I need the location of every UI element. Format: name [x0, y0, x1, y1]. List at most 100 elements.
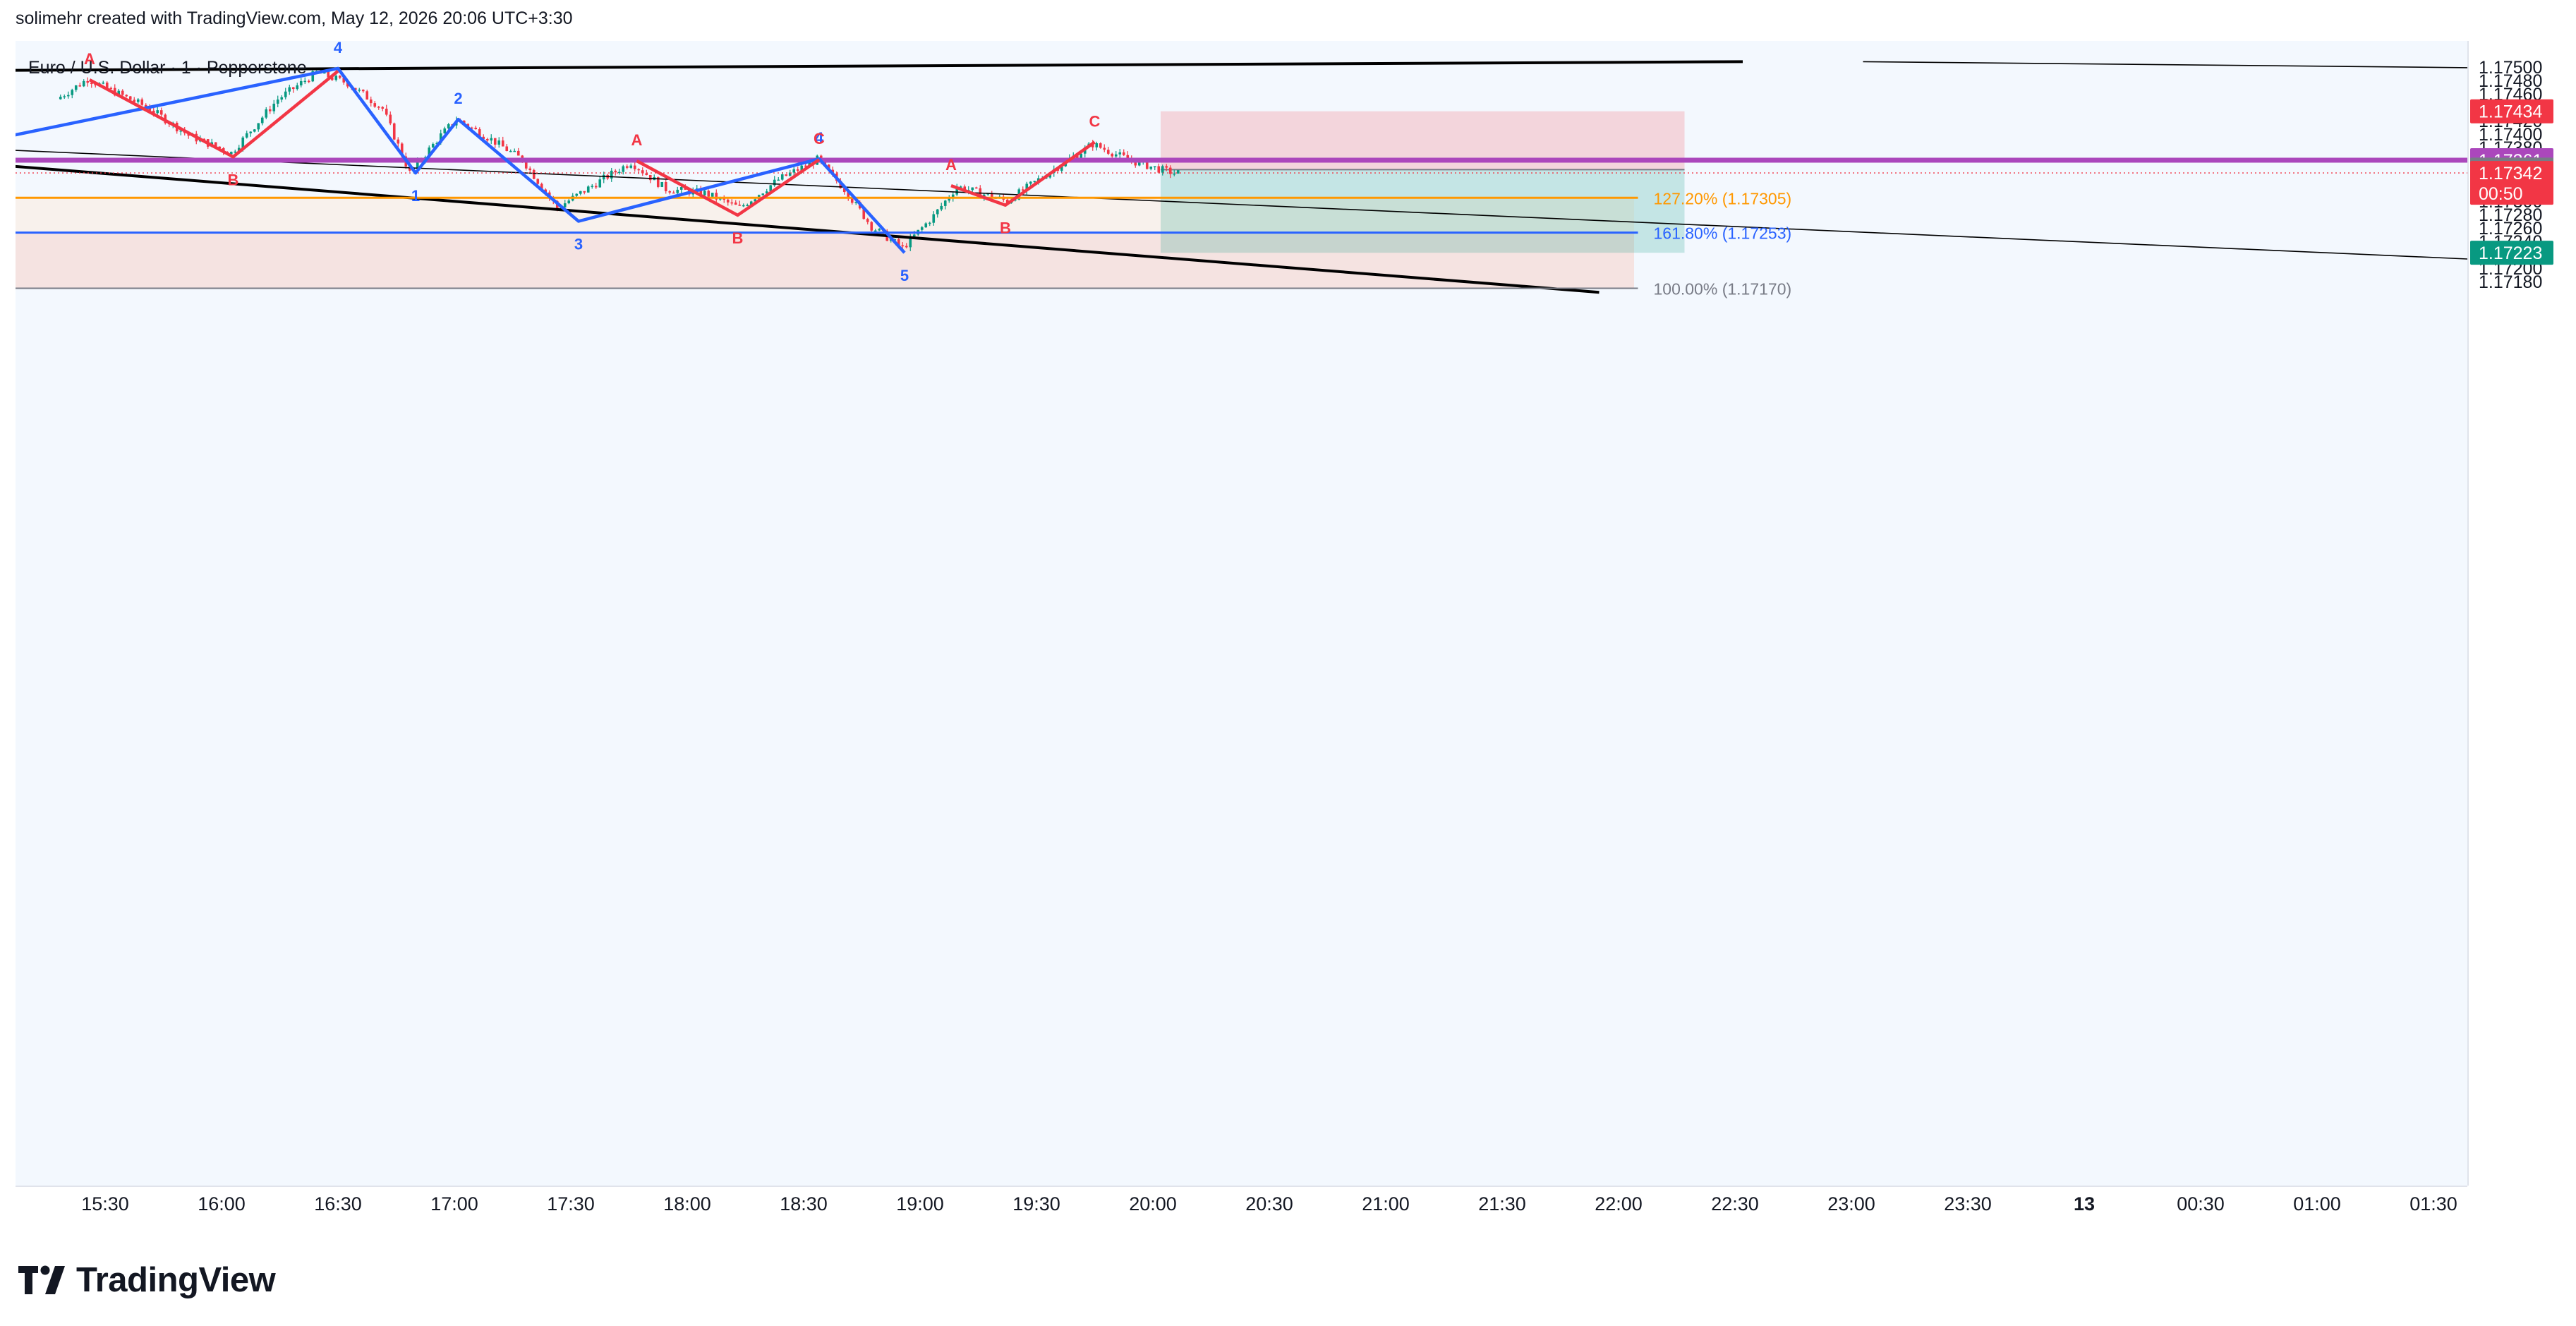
candle-body	[524, 162, 528, 169]
candle-body	[90, 83, 93, 85]
candle-body	[1029, 181, 1032, 184]
candle-body	[202, 138, 206, 140]
candle-body	[234, 151, 237, 153]
candle-body	[78, 85, 82, 87]
wave-blue-label: 3	[574, 236, 583, 253]
price-tick: 1.17400	[2479, 125, 2542, 145]
fib-zone-127-161	[16, 198, 1634, 233]
candle-body	[86, 80, 90, 83]
time-tick: 13	[2074, 1193, 2095, 1215]
candle-body	[237, 147, 241, 152]
candle-body	[645, 173, 648, 175]
candle-body	[1176, 170, 1180, 174]
candle-body	[754, 199, 757, 202]
candle-body	[920, 227, 924, 230]
candle-body	[152, 110, 155, 114]
candle-body	[1145, 160, 1149, 169]
price-tick: 1.17500	[2479, 58, 2542, 78]
wave-red-3-label: A	[945, 156, 957, 174]
candle-body	[1075, 155, 1079, 158]
tradingview-logo[interactable]: TradingView	[18, 1260, 276, 1300]
candle-body	[59, 97, 62, 100]
candle-body	[125, 95, 128, 97]
candle-body	[726, 199, 730, 203]
candle-body	[1021, 189, 1024, 191]
wave-red-2-label: B	[732, 229, 744, 247]
candle-body	[788, 172, 792, 176]
time-axis: 15:30 16:00 16:30 17:00 17:30 18:00 18:30 19:00…	[81, 1193, 2457, 1215]
candle-body	[1033, 181, 1036, 182]
wave-red-3	[950, 140, 1096, 207]
candle-body	[353, 88, 357, 90]
candle-body	[594, 186, 598, 188]
candle-body	[959, 186, 962, 188]
time-tick: 20:00	[1129, 1193, 1177, 1215]
candle-body	[299, 80, 303, 85]
candle-body	[982, 194, 986, 198]
time-tick: 15:30	[81, 1193, 129, 1215]
candle-body	[497, 140, 501, 145]
symbol-label: Euro / U.S. Dollar · 1 · Pepperstone	[28, 58, 307, 78]
candle-body	[943, 200, 947, 206]
candle-body	[334, 76, 338, 80]
candle-body	[105, 83, 109, 88]
candle-body	[117, 90, 121, 96]
tradingview-logo-icon	[18, 1265, 65, 1294]
candle-body	[245, 133, 248, 138]
candle-body	[272, 103, 276, 111]
candle-body	[940, 205, 943, 210]
candle-body	[1025, 183, 1029, 191]
candle-body	[773, 179, 776, 186]
candle-body	[428, 147, 431, 157]
candle-body	[327, 71, 330, 78]
candle-body	[435, 143, 439, 145]
candle-body	[847, 192, 850, 199]
candle-body	[842, 188, 846, 193]
candle-body	[268, 109, 272, 111]
candle-body	[214, 142, 217, 147]
candle-body	[136, 99, 140, 102]
wave-blue-label: 2	[454, 90, 462, 107]
candle-body	[1114, 154, 1118, 157]
candle-body	[1103, 147, 1106, 150]
candle-body	[614, 170, 617, 173]
candle-body	[971, 187, 974, 191]
price-tick: 1.17260	[2479, 219, 2542, 239]
stop-tag	[2470, 99, 2553, 123]
candle-body	[66, 95, 70, 97]
candle-body	[676, 189, 679, 193]
wave-blue	[16, 66, 906, 254]
candle-body	[672, 192, 675, 194]
candle-body	[133, 100, 136, 102]
wave-blue-label: 4	[815, 129, 824, 147]
candle-body	[1099, 143, 1102, 148]
candle-body	[365, 91, 369, 100]
candle-body	[1005, 199, 1009, 204]
candle-body	[563, 203, 567, 207]
stop-tag-text: 1.17434	[2479, 102, 2542, 122]
candle-body	[990, 193, 993, 198]
candle-body	[408, 166, 411, 171]
candle-body	[808, 162, 811, 167]
candle-body	[912, 234, 916, 237]
wave-red-2	[636, 158, 821, 217]
candle-body	[583, 191, 586, 193]
candle-body	[528, 168, 532, 170]
candle-body	[400, 143, 404, 157]
candle-body	[761, 193, 765, 195]
candle-body	[1149, 167, 1153, 169]
time-tick: 00:30	[2177, 1193, 2225, 1215]
candle-body	[804, 165, 807, 167]
candle-body	[1091, 143, 1094, 147]
wave-red-1-label: A	[84, 50, 95, 68]
time-tick: 22:30	[1711, 1193, 1759, 1215]
candle-body	[144, 104, 147, 107]
tradingview-wordmark: TradingView	[76, 1261, 276, 1299]
candle-body	[478, 129, 481, 137]
time-tick: 19:00	[896, 1193, 944, 1215]
candle-body	[291, 87, 295, 90]
candle-body	[629, 165, 633, 168]
candle-body	[1157, 166, 1161, 173]
candle-body	[974, 187, 978, 189]
